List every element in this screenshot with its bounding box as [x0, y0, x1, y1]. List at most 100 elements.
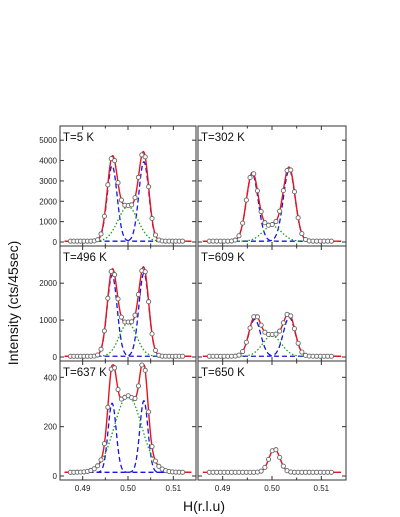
data-point — [247, 175, 253, 181]
data-point — [91, 466, 97, 472]
data-point — [105, 182, 111, 188]
y-tick-label: 200 — [44, 423, 58, 432]
data-point — [152, 232, 158, 238]
data-point — [243, 197, 249, 203]
component-curve-peak-2 — [64, 161, 192, 242]
data-point — [273, 447, 279, 453]
component-curve-peak-2 — [64, 400, 192, 473]
data-point — [142, 367, 148, 373]
component-curve-peak-3 — [64, 205, 192, 242]
data-point — [95, 237, 101, 243]
data-point — [273, 331, 279, 337]
data-point — [180, 353, 186, 359]
data-point — [291, 189, 297, 195]
data-point — [328, 469, 334, 475]
data-point — [149, 444, 155, 450]
data-point — [98, 457, 104, 463]
y-tick-label: 2000 — [39, 279, 57, 288]
data-point — [328, 353, 334, 359]
y-tick-label: 0 — [53, 353, 58, 362]
panel-6: 0.49 0.50 0.51 T=650 K — [197, 360, 347, 493]
data-point — [240, 348, 246, 355]
data-point — [236, 233, 242, 239]
y-tick-label: 0 — [53, 238, 58, 247]
panel-label: T=637 K — [63, 367, 107, 379]
fit-curve — [64, 266, 192, 357]
data-point — [149, 331, 155, 337]
data-point — [105, 295, 111, 301]
data-point — [129, 202, 135, 208]
data-point — [277, 454, 283, 460]
data-point — [101, 328, 107, 334]
data-point — [98, 231, 104, 237]
data-point — [146, 299, 152, 305]
component-curve-peak-1 — [202, 173, 342, 242]
y-tick-label: 3000 — [39, 177, 57, 186]
data-point — [280, 320, 286, 326]
component-curve-peak-1 — [64, 165, 192, 242]
data-point — [232, 237, 238, 243]
data-point — [135, 291, 141, 298]
data-point — [132, 312, 138, 318]
component-curve-peak-2 — [64, 272, 192, 357]
data-point — [142, 269, 148, 275]
data-point — [115, 180, 121, 186]
component-curve-peak-1 — [64, 274, 192, 357]
data-point — [95, 352, 101, 358]
data-point — [149, 215, 155, 222]
y-tick-label: 1000 — [39, 218, 57, 227]
data-point — [295, 215, 301, 221]
component-curve-peak-2 — [202, 169, 342, 242]
data-point — [112, 158, 118, 164]
panel-label: T=302 K — [201, 132, 245, 144]
data-point — [262, 220, 268, 226]
x-tick-label: 0.49 — [215, 484, 231, 493]
data-point — [180, 469, 186, 475]
panel-2: T=302 K — [197, 125, 347, 247]
x-tick-label: 0.50 — [120, 484, 136, 493]
panel-5: 0 200 400 0.49 0.50 0.51 T=637 K — [44, 360, 197, 493]
data-point — [115, 386, 121, 393]
component-curve-peak-1 — [202, 318, 342, 357]
y-tick-label: 400 — [44, 373, 58, 382]
data-point — [258, 209, 264, 215]
fit-curve — [202, 166, 342, 242]
y-tick-label: 2000 — [39, 197, 57, 206]
x-tick-label: 0.49 — [75, 484, 91, 493]
data-point — [328, 238, 334, 244]
fit-curve — [64, 150, 192, 242]
data-point — [95, 463, 101, 469]
data-point — [258, 322, 264, 328]
data-point — [152, 347, 158, 353]
data-point — [132, 395, 138, 402]
panel-label: T=496 K — [63, 252, 107, 264]
data-point — [299, 231, 305, 237]
data-point — [101, 213, 107, 219]
data-point — [247, 325, 253, 331]
data-point — [142, 154, 148, 160]
data-point — [129, 319, 135, 325]
data-point — [295, 340, 301, 346]
data-point — [132, 195, 138, 201]
data-point — [288, 167, 294, 173]
y-axis-title: Intensity (cts/45sec) — [5, 241, 21, 366]
data-point — [112, 272, 118, 278]
data-point — [108, 268, 114, 274]
component-curve-peak-3 — [202, 334, 342, 357]
data-point — [146, 184, 152, 190]
data-point — [146, 409, 152, 415]
data-point — [254, 314, 260, 320]
data-point — [280, 188, 286, 194]
data-point — [269, 221, 275, 228]
data-point — [139, 362, 145, 368]
panel-1: 0 1000 2000 3000 4000 5000 T=5 K — [39, 125, 197, 247]
data-point — [262, 464, 268, 470]
data-point — [118, 197, 124, 203]
data-point — [291, 326, 297, 332]
data-point — [105, 404, 111, 410]
data-point — [156, 463, 162, 469]
data-point — [251, 171, 257, 177]
x-tick-label: 0.51 — [314, 484, 330, 493]
y-tick-label: 1000 — [39, 316, 57, 325]
data-point — [258, 468, 264, 474]
